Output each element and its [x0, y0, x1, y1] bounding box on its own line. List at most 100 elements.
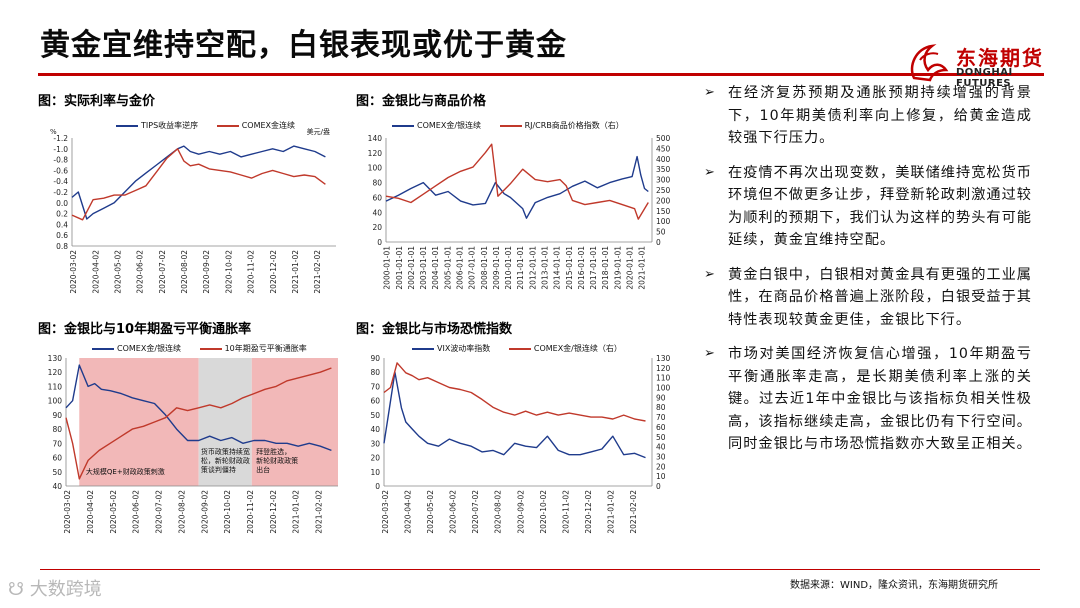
- footer-rule: [40, 569, 1040, 570]
- y-right-tick-label: 300: [656, 176, 671, 185]
- legend-label: COMEX金/银连续: [417, 121, 482, 130]
- y-right-tick-label: 10: [656, 472, 666, 481]
- series-line: [71, 145, 326, 220]
- watermark: ☋ 大数跨境: [8, 575, 102, 601]
- x-tick-label: 2004-01-01: [431, 246, 440, 290]
- slide-title: 黄金宜维持空配，白银表现或优于黄金: [40, 28, 567, 63]
- x-tick-label: 2020-11-02: [246, 490, 255, 534]
- chart-plot: 0204060801001201400501001502002503003504…: [368, 134, 671, 290]
- y-tick-label: 120: [368, 149, 383, 158]
- bullet-text: 在疫情不再次出现变数，美联储维持宽松货币环境但不做更多让步，拜登新轮政刺激通过较…: [728, 164, 1032, 249]
- y-right-tick-label: 200: [656, 196, 671, 205]
- series-line: [65, 364, 332, 452]
- y-tick-label: 10: [370, 468, 380, 477]
- x-tick-label: 2021-01-01: [638, 246, 647, 290]
- chart-legend: TIPS收益率逆序 COMEX金连续: [116, 120, 311, 131]
- y-tick-label: 60: [370, 397, 380, 406]
- bullet-item: ➢ 在经济复苏预期及通胀预期持续增强的背景下，10年期美债利率向上修复，给黄金造成…: [702, 82, 1032, 150]
- y-right-tick-label: 0: [656, 482, 661, 491]
- y-right-tick-label: 80: [656, 403, 666, 412]
- y-tick-label: -0.2: [53, 188, 68, 197]
- y-tick-label: 50: [370, 411, 380, 420]
- bullet-item: ➢ 在疫情不再次出现变数，美联储维持宽松货币环境但不做更多让步，拜登新轮政刺激通过…: [702, 162, 1032, 252]
- series-line: [385, 155, 649, 219]
- chart-legend: COMEX金/银连续 10年期盈亏平衡通胀率: [92, 343, 323, 354]
- x-tick-label: 2021-02-02: [629, 490, 638, 534]
- y-right-tick-label: 50: [656, 433, 666, 442]
- y-unit-label: %: [50, 128, 57, 136]
- chart-title: 图：金银比与10年期盈亏平衡通胀率: [38, 322, 252, 337]
- x-tick-label: 2020-05-02: [113, 250, 122, 294]
- y-right-tick-label: 250: [656, 186, 671, 195]
- annotation-label: 拜登胜选，新轮财政政策出台: [256, 447, 298, 474]
- y-tick-label: 40: [370, 425, 380, 434]
- donghai-logo-icon: [910, 44, 949, 82]
- logo-en-text: DONGHAI FUTURES: [956, 67, 1013, 89]
- legend-label: 10年期盈亏平衡通胀率: [224, 344, 307, 353]
- arrow-bullet-icon: ➢: [704, 266, 716, 282]
- y-right-tick-label: 20: [656, 462, 666, 471]
- y-tick-label: -0.6: [53, 166, 68, 175]
- x-tick-label: 2020-04-02: [86, 490, 95, 534]
- annotation-line: 松，新轮财政政: [201, 456, 250, 465]
- x-tick-label: 2020-06-02: [449, 490, 458, 534]
- legend-label: RJ/CRB商品价格指数（右）: [524, 121, 624, 130]
- legend-label: COMEX金连续: [241, 121, 296, 130]
- chart-title: 图：实际利率与金价: [38, 94, 156, 109]
- series-line: [71, 148, 326, 221]
- x-tick-label: 2020-03-02: [69, 250, 78, 294]
- annotation-line: 策谈判僵持: [201, 465, 236, 474]
- annotation-line: 货币政策持续宽: [201, 447, 250, 456]
- x-tick-label: 2020-12-02: [269, 490, 278, 534]
- y-tick-label: 70: [370, 382, 380, 391]
- chart-plot: -1.2 -1.0 -0.8-0.6 -0.4 -0.2 0.0 0.20.4 0.6 0.8%…: [50, 127, 336, 294]
- y-tick-label: 70: [52, 439, 62, 448]
- bullet-text: 在经济复苏预期及通胀预期持续增强的背景下，10年期美债利率向上修复，给黄金造成较…: [728, 85, 1032, 146]
- x-tick-label: 2020-01-01: [626, 246, 635, 290]
- regime-shade-stalemate: [198, 358, 252, 486]
- x-tick-label: 2020-09-02: [516, 490, 525, 534]
- y-tick-label: -1.0: [53, 145, 68, 154]
- x-tick-label: 2020-10-02: [539, 490, 548, 534]
- y-tick-label: 20: [370, 454, 380, 463]
- x-tick-label: 2020-11-02: [561, 490, 570, 534]
- y-right-tick-label: 450: [656, 144, 671, 153]
- x-tick-label: 2020-12-02: [584, 490, 593, 534]
- x-tick-label: 2020-05-02: [426, 490, 435, 534]
- annotation-line: 新轮财政政策: [256, 456, 298, 465]
- x-tick-label: 2020-09-02: [202, 250, 211, 294]
- y-tick-label: 40: [372, 208, 382, 217]
- x-tick-label: 2020-07-02: [155, 490, 164, 534]
- y-right-unit-label: 美元/盎: [307, 127, 330, 136]
- x-tick-label: 2020-05-02: [109, 490, 118, 534]
- x-tick-label: 2019-01-01: [613, 246, 622, 290]
- x-tick-label: 2021-01-02: [606, 490, 615, 534]
- y-right-tick-label: 70: [656, 413, 666, 422]
- annotation-label: 大规模QE+财政政策刺激: [86, 467, 165, 476]
- data-source-note: 数据来源：WIND，隆众资讯，东海期货研究所: [790, 580, 999, 591]
- chart-plot: 0102030405060708090010203040506070809010…: [370, 354, 671, 534]
- chart-real-rate-gold: 图：实际利率与金价 TIPS收益率逆序 COMEX金连续 -1.2 -1.0 -0.…: [38, 90, 360, 310]
- bullet-item: ➢ 黄金白银中，白银相对黄金具有更强的工业属性，在商品价格普遍上涨阶段，白银受益于…: [702, 264, 1032, 332]
- y-tick-label: -0.4: [53, 177, 68, 186]
- y-right-tick-label: 110: [656, 374, 671, 383]
- x-tick-label: 2007-01-01: [468, 246, 477, 290]
- y-tick-label: 0.8: [56, 242, 68, 251]
- arrow-bullet-icon: ➢: [704, 346, 716, 361]
- x-tick-label: 2020-11-02: [247, 250, 256, 294]
- y-right-tick-label: 350: [656, 165, 671, 174]
- company-logo: 东海期货 DONGHAI FUTURES: [906, 40, 1056, 89]
- y-tick-label: 50: [52, 468, 62, 477]
- watermark-text: 大数跨境: [29, 579, 102, 600]
- y-tick-label: 80: [52, 425, 62, 434]
- y-right-tick-label: 100: [656, 217, 671, 226]
- legend-label: COMEX金/银连续: [117, 344, 182, 353]
- y-tick-label: -0.8: [53, 156, 68, 165]
- annotation-line: 拜登胜选，: [256, 447, 291, 456]
- x-tick-label: 2020-07-02: [158, 250, 167, 294]
- x-tick-label: 2015-01-01: [565, 246, 574, 290]
- y-tick-label: 100: [368, 164, 383, 173]
- y-right-tick-label: 100: [656, 384, 671, 393]
- x-tick-label: 2020-04-02: [91, 250, 100, 294]
- x-tick-label: 2009-01-01: [492, 246, 501, 290]
